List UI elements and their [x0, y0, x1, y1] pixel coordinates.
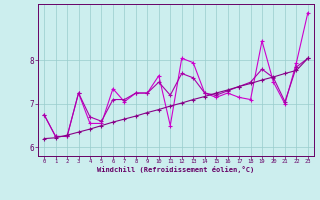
X-axis label: Windchill (Refroidissement éolien,°C): Windchill (Refroidissement éolien,°C)	[97, 166, 255, 173]
